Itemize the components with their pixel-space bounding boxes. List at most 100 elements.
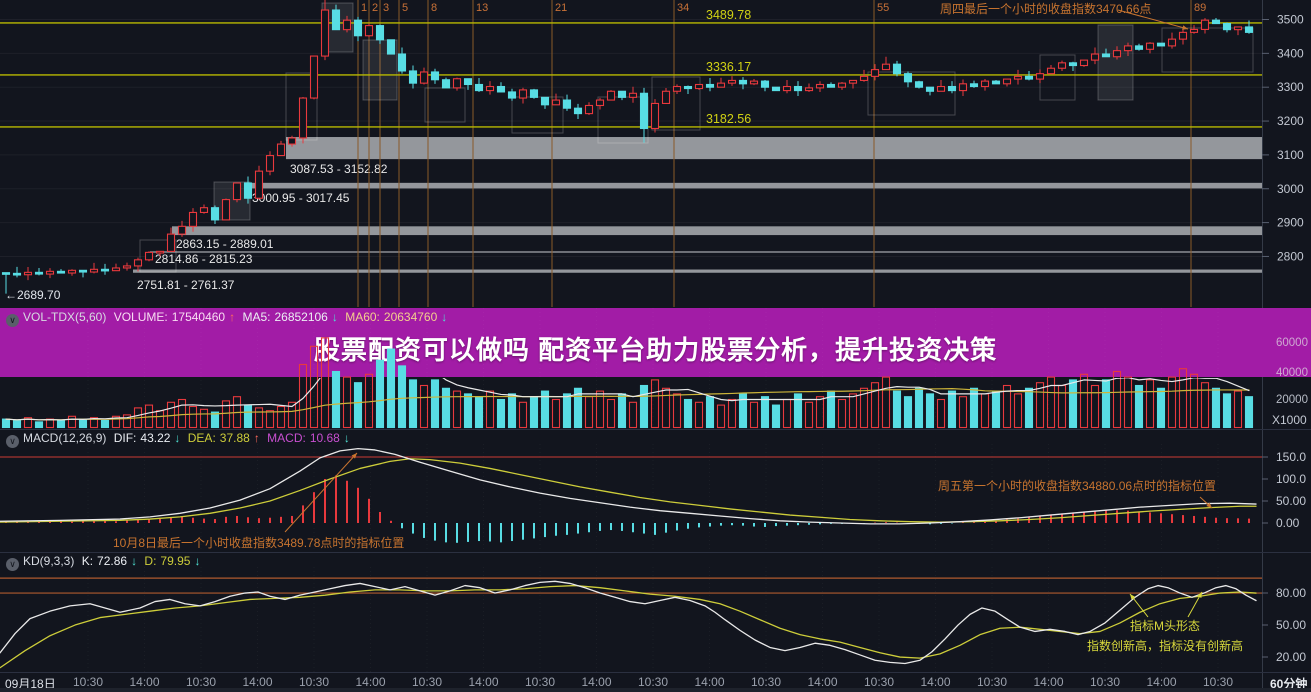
main-candlestick-chart[interactable]: 3500 3400 3300 3200 3100 3000 2900 2800 3087.53 … — [0, 0, 1311, 308]
candle — [320, 0, 330, 61]
candle — [1156, 42, 1166, 47]
volume-bar — [562, 393, 572, 429]
candle — [518, 87, 528, 104]
candle — [430, 68, 440, 84]
candle — [419, 67, 429, 85]
candle — [441, 77, 451, 89]
svg-text:8: 8 — [431, 2, 437, 14]
candle — [287, 135, 297, 147]
candle — [474, 77, 484, 92]
candle — [815, 81, 825, 92]
volume-bar — [133, 407, 143, 429]
volume-bar — [342, 376, 352, 429]
volume-bar — [1013, 393, 1023, 429]
macd-value: 10.68 — [309, 431, 340, 445]
macd-panel-chart[interactable]: 150.0 100.0 50.00 0.00 — [0, 430, 1311, 553]
volume-bar — [474, 396, 484, 429]
candle — [1013, 69, 1023, 85]
volume-bar — [1134, 384, 1144, 429]
candle — [1046, 64, 1056, 75]
candle — [133, 257, 143, 272]
volume-bar — [210, 411, 220, 429]
axis-date-label: 09月18日 — [5, 677, 56, 691]
svg-text:3087.53 - 3152.82: 3087.53 - 3152.82 — [290, 162, 388, 176]
candle — [980, 78, 990, 91]
annotation-m-top-pattern: 指标M头形态 指数创新高，指标没有创新高 — [1050, 616, 1280, 656]
volume-bar — [991, 390, 1001, 429]
svg-text:3300: 3300 — [1277, 80, 1304, 94]
candle — [243, 176, 253, 204]
candle — [23, 266, 33, 281]
volume-bar — [881, 376, 891, 429]
axis-period-label: 60分钟 — [1270, 677, 1308, 691]
volume-bar — [100, 419, 110, 429]
time-tick-label: 10:30 — [411, 675, 443, 689]
volume-bar — [573, 387, 583, 429]
time-tick-label: 14:00 — [242, 675, 273, 689]
volume-indicator-header: ∨ VOL-TDX(5,60) VOLUME: 17540460 ↑ MA5: 2685… — [6, 310, 451, 327]
candle — [848, 79, 858, 89]
candle — [67, 269, 77, 276]
candle — [1167, 32, 1177, 49]
banner-title[interactable]: 股票配资可以做吗 配资平台助力股票分析，提升投资决策 — [313, 335, 998, 365]
candle — [56, 269, 66, 274]
d-label: D: — [144, 554, 157, 568]
candle — [573, 103, 583, 120]
candle — [1222, 22, 1232, 33]
volume-bar — [254, 407, 264, 429]
volume-bar — [914, 387, 924, 429]
k-value: 72.86 — [97, 554, 128, 568]
svg-text:20.00: 20.00 — [1276, 650, 1306, 664]
volume-bar — [1046, 376, 1056, 429]
volume-bar — [969, 387, 979, 429]
volume-bar — [188, 405, 198, 429]
macd-indicator-name: MACD(12,26,9) — [23, 431, 107, 445]
svg-text:89: 89 — [1194, 2, 1206, 14]
volume-bar — [551, 398, 561, 429]
time-tick-label: 10:30 — [976, 675, 1008, 689]
candle — [958, 79, 968, 97]
candle — [397, 47, 407, 74]
volume-bar — [441, 387, 451, 429]
volume-bar — [727, 398, 737, 429]
svg-text:3336.17: 3336.17 — [706, 60, 751, 74]
volume-bar — [463, 393, 473, 429]
svg-text:3000.95 - 3017.45: 3000.95 - 3017.45 — [252, 191, 350, 205]
annotation-thursday-close: 周四最后一个小时的收盘指数3470.66点 — [940, 2, 1152, 16]
kd-panel-chart[interactable]: 80.00 50.00 20.00 — [0, 553, 1311, 673]
svg-text:55: 55 — [877, 2, 889, 14]
candle — [1068, 61, 1078, 71]
collapse-icon[interactable]: ∨ — [6, 558, 19, 571]
volume-bar — [45, 418, 55, 429]
collapse-icon[interactable]: ∨ — [6, 435, 19, 448]
macd-indicator-header: ∨ MACD(12,26,9) DIF: 43.22 ↓ DEA: 37.88 ↑ MAC… — [6, 431, 354, 448]
candle — [353, 16, 363, 42]
candle — [947, 81, 957, 94]
ad-banner[interactable]: ∨ VOL-TDX(5,60) VOLUME: 17540460 ↑ MA5: 2685… — [0, 308, 1311, 377]
volume-bar — [661, 387, 671, 429]
volume-bar — [1145, 379, 1155, 429]
ma60-direction-arrow: ↓ — [441, 310, 448, 324]
volume-bar — [507, 393, 517, 429]
volume-bar — [826, 390, 836, 429]
candle — [804, 83, 814, 92]
volume-bar — [353, 382, 363, 429]
ma5-direction-arrow: ↓ — [331, 310, 338, 324]
candle — [595, 97, 605, 110]
svg-text:20000: 20000 — [1276, 394, 1308, 406]
svg-text:2751.81 - 2761.37: 2751.81 - 2761.37 — [137, 278, 235, 292]
volume-bar — [1178, 368, 1188, 429]
volume-bar — [430, 379, 440, 429]
svg-text:X1000: X1000 — [1272, 413, 1307, 427]
candle — [12, 266, 22, 278]
candle — [45, 268, 55, 279]
collapse-icon[interactable]: ∨ — [6, 314, 19, 327]
candle — [507, 88, 517, 101]
volume-bar — [650, 379, 660, 429]
volume-bar — [705, 396, 715, 429]
time-axis: 09月18日 60分钟 10:30 14:00 10:30 14:00 10:30 14:… — [0, 673, 1311, 692]
volume-bar — [1156, 387, 1166, 429]
candle — [265, 151, 275, 176]
volume-direction-arrow: ↑ — [229, 310, 236, 324]
low-price-label: ←2689.70 — [5, 288, 61, 302]
